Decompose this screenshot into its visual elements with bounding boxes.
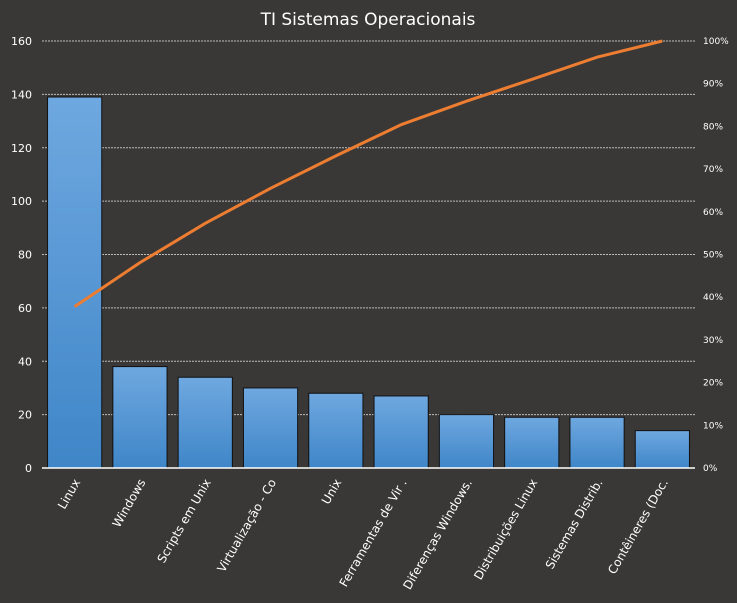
bar [308,392,364,469]
bar [373,395,429,469]
bar [47,96,103,469]
y-tick-label: 40 [18,355,32,368]
bar [438,414,495,469]
x-tick-label: Linux [55,477,83,512]
y2-tick-label: 90% [703,80,723,90]
y2-tick-label: 70% [703,165,723,175]
y2-tick-label: 30% [703,336,723,346]
x-tick-label: Unix [319,477,345,507]
y-tick-label: 100 [11,195,32,208]
y2-tick-label: 80% [703,122,723,132]
bar [504,416,560,469]
cumulative-line [73,39,663,308]
y-tick-label: 160 [11,35,32,48]
x-tick-label: Windows [110,477,149,530]
chart-title: TI Sistemas Operacionais [260,10,476,30]
x-tick-label: Ferramentas de Vir . [337,477,410,590]
y2-tick-label: 60% [703,208,723,218]
y-tick-label: 20 [18,409,32,422]
bar [634,430,690,469]
x-tick-label: Diferenças Windows. [400,477,475,592]
x-tick-label: Contêineres (Doc. [605,477,671,577]
x-tick-label: Scripts em Unix [154,477,213,566]
y-tick-label: 0 [25,462,32,475]
bar [112,366,168,469]
y-tick-label: 80 [18,249,32,262]
y2-tick-label: 10% [703,421,723,431]
y2-tick-label: 40% [703,293,723,303]
bar [177,376,233,469]
y2-tick-label: 100% [703,37,729,47]
y-tick-label: 140 [11,88,32,101]
y-tick-label: 60 [18,302,32,315]
x-tick-label: Sistemas Distrib. [543,477,606,572]
y-tick-label: 120 [11,142,32,155]
y2-tick-label: 50% [703,251,723,261]
y2-tick-label: 20% [703,379,723,389]
bar [569,416,625,469]
y2-tick-label: 0% [703,464,718,474]
x-tick-label: Virtualização - Co [214,477,279,575]
bar [242,387,299,469]
x-tick-label: Distribuições Linux [471,477,540,583]
